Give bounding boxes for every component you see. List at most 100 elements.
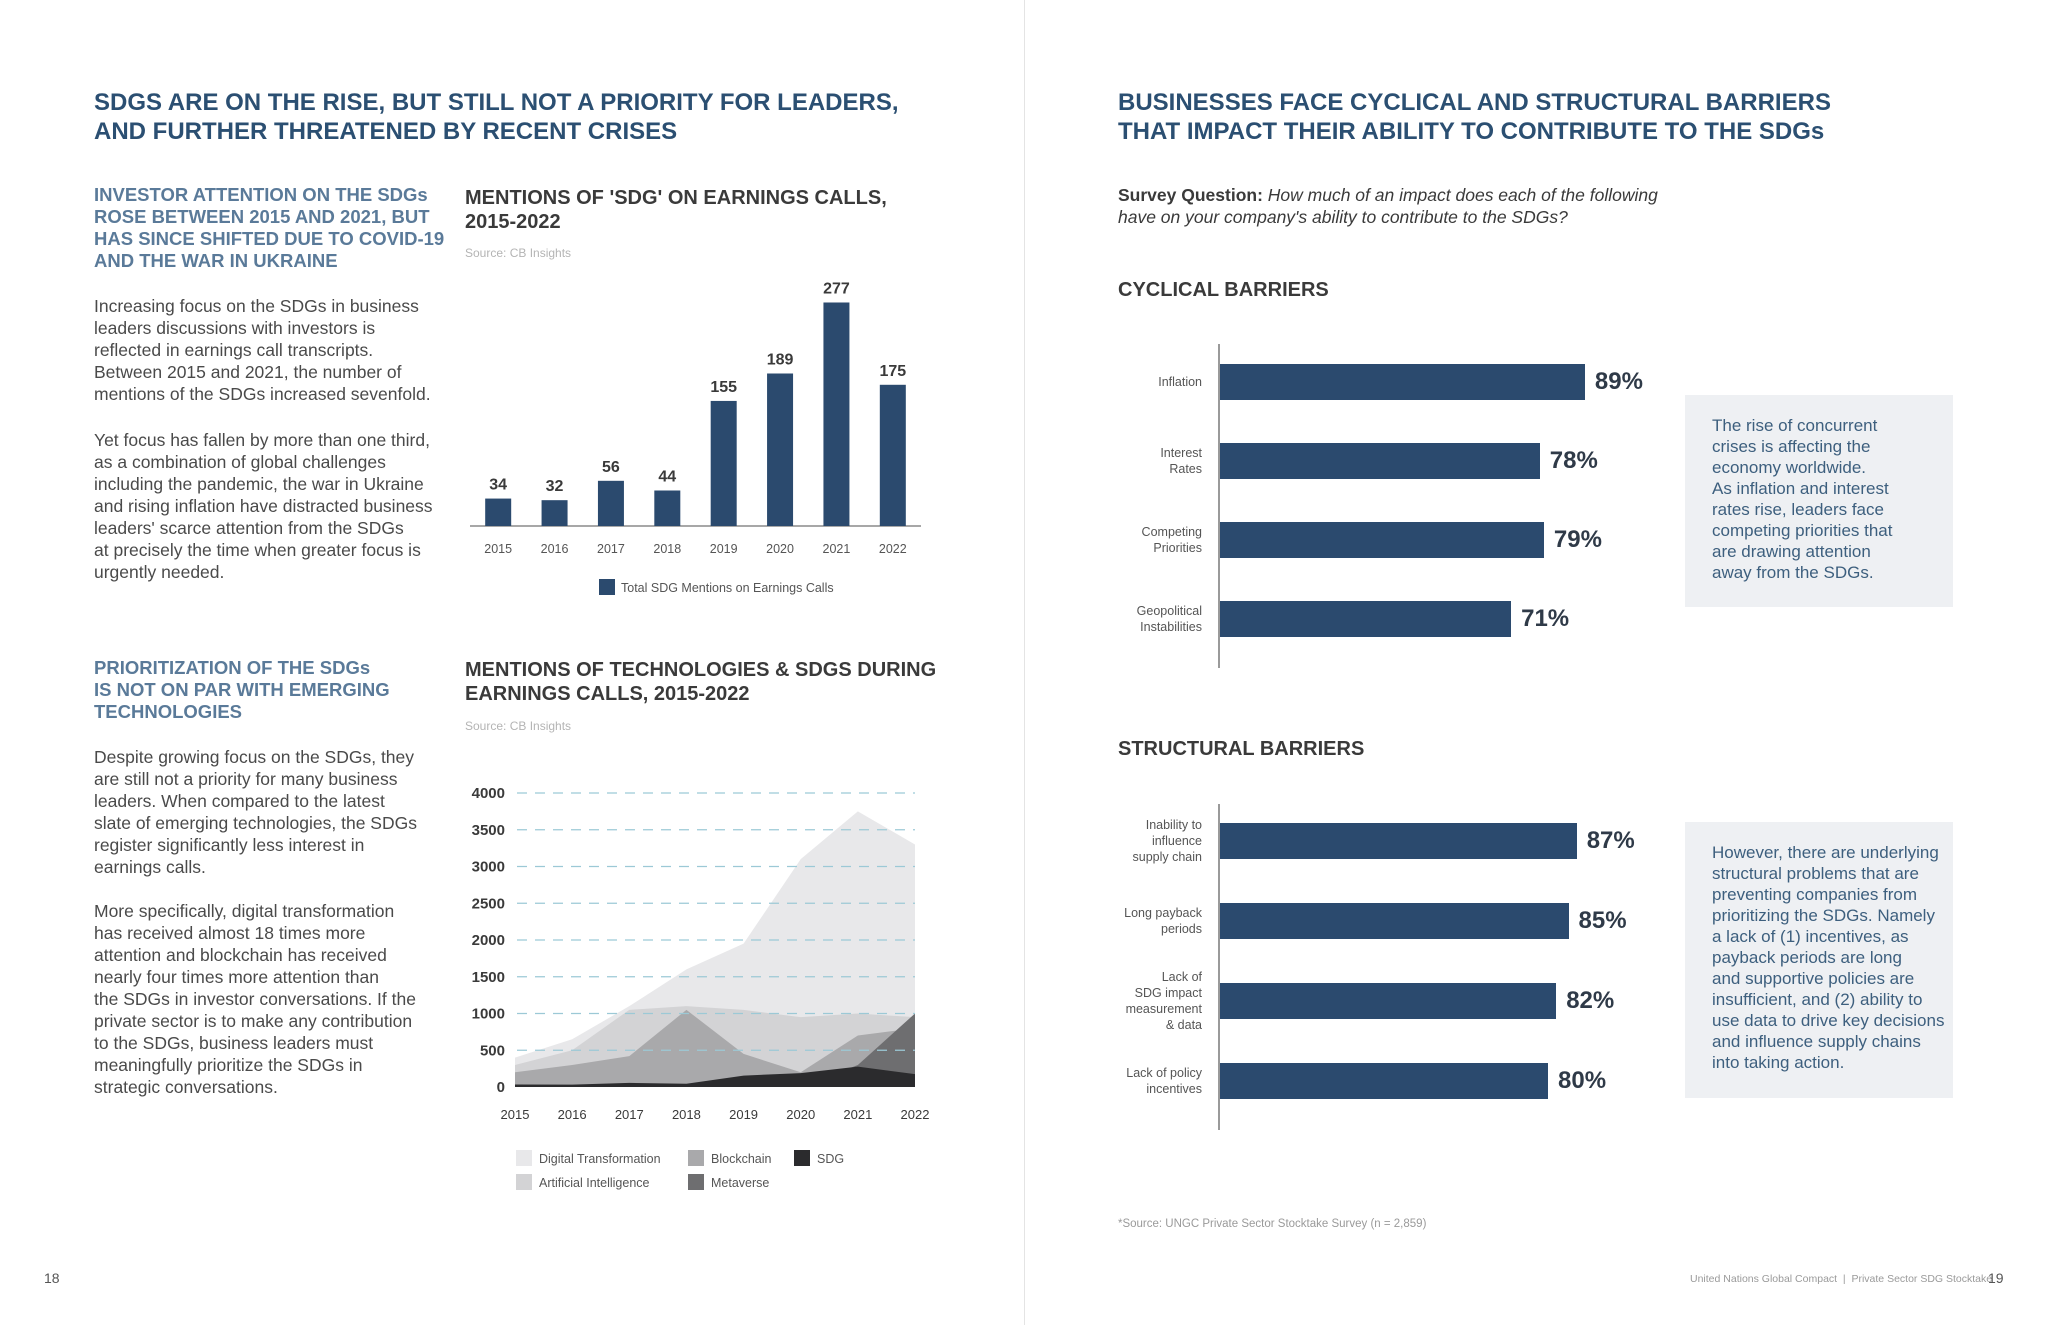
bar-category-label: Competing Priorities bbox=[1100, 524, 1202, 556]
x-tick-label: 2017 bbox=[597, 542, 625, 556]
area-sdg bbox=[515, 1066, 915, 1087]
note-line: crises is affecting the bbox=[1712, 437, 1871, 456]
bar-2019 bbox=[710, 400, 737, 526]
y-tick-label: 3000 bbox=[472, 859, 505, 876]
note-line: use data to drive key decisions bbox=[1712, 1011, 1945, 1030]
text-line: as a combination of global challenges bbox=[94, 452, 386, 472]
text-line: the SDGs in investor conversations. If t… bbox=[94, 989, 416, 1009]
bar bbox=[1220, 601, 1512, 637]
bar bbox=[1220, 1063, 1548, 1099]
bar-category-label-line: Competing bbox=[1141, 525, 1202, 539]
text-line: Increasing focus on the SDGs in business bbox=[94, 296, 419, 316]
bar-value-label: 82% bbox=[1566, 987, 1615, 1014]
left-title-line-2: AND FURTHER THREATENED BY RECENT CRISES bbox=[94, 118, 678, 145]
bar bbox=[1220, 983, 1557, 1019]
sdg-mentions-chart-title: MENTIONS OF 'SDG' ON EARNINGS CALLS, 201… bbox=[465, 186, 965, 234]
legend-swatch bbox=[794, 1150, 810, 1166]
right-title-line-1: BUSINESSES FACE CYCLICAL AND STRUCTURAL … bbox=[1118, 89, 1831, 116]
text-line: are still not a priority for many busine… bbox=[94, 769, 398, 789]
bar-category-label: Long payback periods bbox=[1100, 905, 1202, 937]
x-tick-label: 2016 bbox=[558, 1107, 587, 1122]
bar-category-label-line: Long payback bbox=[1124, 906, 1202, 920]
right-page-title: BUSINESSES FACE CYCLICAL AND STRUCTURAL … bbox=[1118, 88, 1998, 146]
left-page-title: SDGS ARE ON THE RISE, BUT STILL NOT A PR… bbox=[94, 88, 994, 146]
y-tick-label: 0 bbox=[497, 1079, 505, 1096]
left-title-line-1: SDGS ARE ON THE RISE, BUT STILL NOT A PR… bbox=[94, 89, 899, 116]
bar-value-label: 175 bbox=[879, 363, 906, 380]
text-line: slate of emerging technologies, the SDGs bbox=[94, 813, 417, 833]
text-line: More specifically, digital transformatio… bbox=[94, 901, 395, 921]
note-line: However, there are underlying bbox=[1712, 843, 1939, 862]
note-line: prioritizing the SDGs. Namely bbox=[1712, 906, 1935, 925]
bar-value-label: 89% bbox=[1594, 368, 1643, 395]
cyclical-barriers-chart: Inflation 89% Interest Rates 78% Competing Pri… bbox=[1100, 340, 1643, 668]
bar-2018 bbox=[654, 490, 681, 526]
bar-category-label-line: & data bbox=[1165, 1018, 1202, 1032]
section-heading-prioritization: PRIORITIZATION OF THE SDGs IS NOT ON PAR… bbox=[94, 657, 454, 723]
bar-2015 bbox=[485, 498, 512, 526]
investor-attention-paragraph-2: Yet focus has fallen by more than one th… bbox=[94, 429, 454, 583]
bar-category-label-line: Interest bbox=[1160, 446, 1202, 460]
bar-category-label: Inflation bbox=[1100, 374, 1202, 390]
structural-barriers-title: STRUCTURAL BARRIERS bbox=[1118, 738, 1365, 760]
legend-label: SDG bbox=[817, 1152, 844, 1166]
legend-label: Digital Transformation bbox=[539, 1152, 661, 1166]
bar-value-label: 32 bbox=[546, 478, 564, 495]
bar-category-label: Interest Rates bbox=[1100, 445, 1202, 477]
x-tick-label: 2018 bbox=[653, 542, 681, 556]
x-tick-label: 2021 bbox=[843, 1107, 872, 1122]
note-line: As inflation and interest bbox=[1712, 479, 1889, 498]
text-line: private sector is to make any contributi… bbox=[94, 1011, 413, 1031]
bar-2022 bbox=[879, 384, 906, 526]
x-tick-label: 2020 bbox=[786, 1107, 815, 1122]
x-tick-label: 2021 bbox=[823, 542, 851, 556]
bar-2020 bbox=[767, 373, 794, 526]
x-tick-label: 2019 bbox=[729, 1107, 758, 1122]
bar-category-label-line: measurement bbox=[1125, 1002, 1202, 1016]
bar-value-label: 79% bbox=[1553, 526, 1602, 553]
bar-category-label: Geopolitical Instabilities bbox=[1100, 603, 1202, 635]
x-tick-label: 2018 bbox=[672, 1107, 701, 1122]
survey-question-line: have on your company's ability to contri… bbox=[1118, 207, 1568, 227]
legend-swatch bbox=[688, 1174, 704, 1190]
cyclical-note-box: The rise of concurrent crises is affecti… bbox=[1685, 395, 1953, 607]
survey-question-line: How much of an impact does each of the f… bbox=[1267, 185, 1658, 205]
area-blockchain bbox=[515, 1009, 915, 1087]
x-tick-label: 2022 bbox=[879, 542, 907, 556]
bar bbox=[1220, 903, 1569, 939]
note-line: economy worldwide. bbox=[1712, 458, 1867, 477]
heading-line: INVESTOR ATTENTION ON THE SDGs bbox=[94, 184, 428, 205]
x-tick-label: 2017 bbox=[615, 1107, 644, 1122]
structural-note-text: However, there are underlying structural… bbox=[1685, 822, 1953, 1073]
bar-category-label: Lack of SDG impact measurement & data bbox=[1100, 969, 1202, 1033]
note-line: competing priorities that bbox=[1712, 521, 1893, 540]
chart-title-line: 2015-2022 bbox=[465, 211, 561, 233]
bar bbox=[1220, 443, 1540, 479]
text-line: urgently needed. bbox=[94, 562, 225, 582]
text-line: Despite growing focus on the SDGs, they bbox=[94, 747, 415, 767]
cyclical-note-text: The rise of concurrent crises is affecti… bbox=[1685, 395, 1953, 583]
heading-line: TECHNOLOGIES bbox=[94, 701, 243, 722]
x-tick-label: 2015 bbox=[501, 1107, 530, 1122]
section-heading-investor-attention: INVESTOR ATTENTION ON THE SDGs ROSE BETW… bbox=[94, 184, 454, 272]
y-tick-label: 4000 bbox=[472, 785, 505, 802]
note-line: and supportive policies are bbox=[1712, 969, 1915, 988]
technologies-area-chart: 0 500 1000 1500 2000 2500 3000 3500 4000 2015 2016… bbox=[472, 785, 929, 1190]
bar-value-label: 277 bbox=[823, 280, 850, 297]
y-tick-label: 1500 bbox=[472, 969, 505, 986]
bar-category-label-line: Lack of bbox=[1161, 970, 1202, 984]
bar-category-label-line: Priorities bbox=[1153, 541, 1202, 555]
legend-swatch bbox=[599, 579, 615, 595]
page-divider bbox=[1024, 0, 1025, 1325]
survey-question-label: Survey Question: bbox=[1118, 185, 1263, 205]
note-line: and influence supply chains bbox=[1712, 1032, 1921, 1051]
heading-line: HAS SINCE SHIFTED DUE TO COVID-19 bbox=[94, 228, 445, 249]
bar-value-label: 56 bbox=[602, 459, 620, 476]
text-line: leaders' scarce attention from the SDGs bbox=[94, 518, 404, 538]
investor-attention-paragraph-1: Increasing focus on the SDGs in business… bbox=[94, 295, 454, 405]
legend-label: Metaverse bbox=[711, 1176, 769, 1190]
bar-value-label: 189 bbox=[767, 351, 794, 368]
text-line: nearly four times more attention than bbox=[94, 967, 380, 987]
y-tick-label: 500 bbox=[480, 1042, 505, 1059]
text-line: to the SDGs, business leaders must bbox=[94, 1033, 374, 1053]
